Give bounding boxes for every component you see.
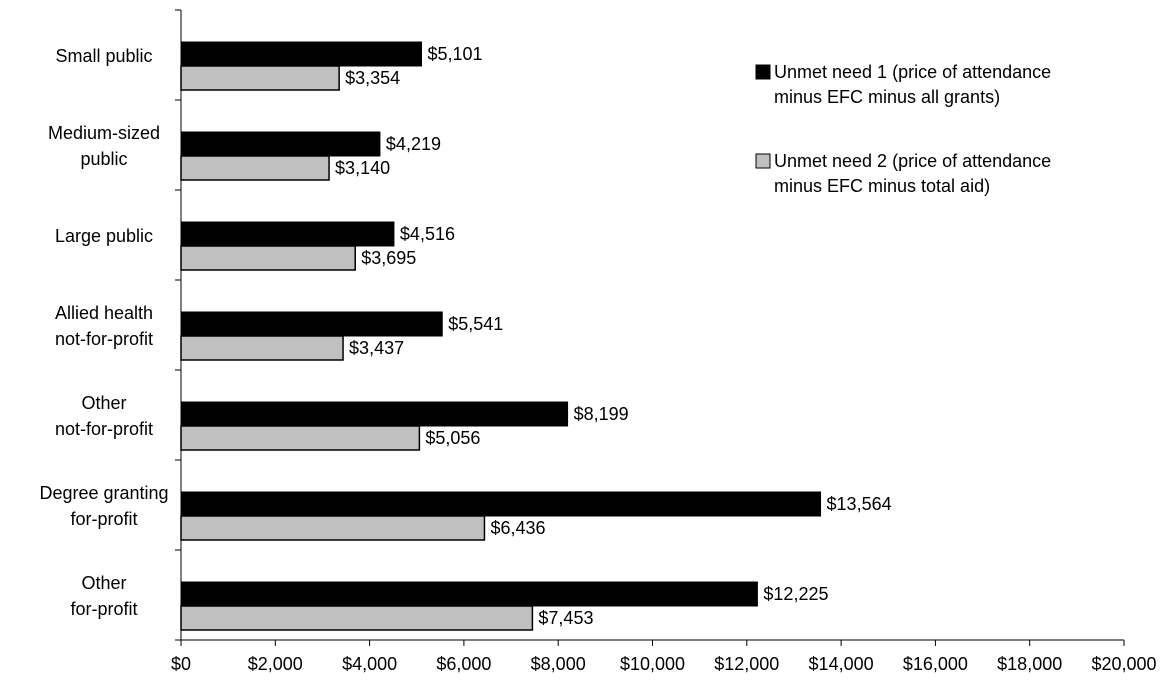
x-tick-label: $14,000 <box>809 654 874 674</box>
bar-unmet-need-1 <box>180 401 569 427</box>
x-tick-label: $20,000 <box>1091 654 1156 674</box>
x-tick-label: $6,000 <box>436 654 491 674</box>
bar-unmet-need-2 <box>180 605 534 631</box>
legend-label-unmet-need-2: minus EFC minus total aid) <box>774 176 990 196</box>
data-label-unmet-need-2: $7,453 <box>538 608 593 628</box>
legend-swatch-unmet-need-1 <box>755 64 771 80</box>
category-label: for-profit <box>70 509 137 529</box>
category-label: not-for-profit <box>55 419 153 439</box>
legend-label-unmet-need-2: Unmet need 2 (price of attendance <box>774 151 1051 171</box>
bar-unmet-need-2 <box>180 515 486 541</box>
bars-group <box>180 41 822 631</box>
legend-label-unmet-need-1: minus EFC minus all grants) <box>774 87 1000 107</box>
category-label: Degree granting <box>39 483 168 503</box>
data-label-unmet-need-1: $8,199 <box>574 404 629 424</box>
category-labels-group: Small public Medium-sized public Large publ… <box>39 46 168 619</box>
data-label-unmet-need-2: $3,354 <box>345 68 400 88</box>
x-tick-label: $2,000 <box>248 654 303 674</box>
bar-unmet-need-1 <box>180 581 758 607</box>
bar-unmet-need-2 <box>180 335 344 361</box>
category-label: for-profit <box>70 599 137 619</box>
bar-unmet-need-1 <box>180 41 423 67</box>
bar-unmet-need-1 <box>180 221 395 247</box>
bar-unmet-need-1 <box>180 491 822 517</box>
category-label: Large public <box>55 226 153 246</box>
category-label: public <box>80 149 127 169</box>
data-label-unmet-need-1: $5,541 <box>448 314 503 334</box>
x-tick-label: $12,000 <box>714 654 779 674</box>
data-label-unmet-need-1: $5,101 <box>428 44 483 64</box>
data-label-unmet-need-2: $3,140 <box>335 158 390 178</box>
category-label: Other <box>81 393 126 413</box>
data-label-unmet-need-2: $3,437 <box>349 338 404 358</box>
x-tick-label: $10,000 <box>620 654 685 674</box>
data-label-unmet-need-1: $12,225 <box>763 584 828 604</box>
category-label: Medium-sized <box>48 123 160 143</box>
data-label-unmet-need-2: $6,436 <box>490 518 545 538</box>
bar-unmet-need-2 <box>180 245 356 271</box>
axes-group: $0 $2,000 $4,000 $6,000 $8,000 $10,000 $12,000… <box>171 9 1157 674</box>
legend-label-unmet-need-1: Unmet need 1 (price of attendance <box>774 62 1051 82</box>
x-tick-label: $0 <box>171 654 191 674</box>
category-label: Other <box>81 573 126 593</box>
x-tick-label: $18,000 <box>997 654 1062 674</box>
data-label-unmet-need-1: $4,516 <box>400 224 455 244</box>
bar-unmet-need-2 <box>180 155 330 181</box>
category-label: not-for-profit <box>55 329 153 349</box>
data-label-unmet-need-1: $13,564 <box>827 494 892 514</box>
data-labels-group: $5,101 $3,354 $4,219 $3,140 $4,516 $3,695 $5,5… <box>335 44 892 628</box>
category-label: Small public <box>55 46 152 66</box>
legend-swatch-unmet-need-2 <box>755 153 771 169</box>
category-label: Allied health <box>55 303 153 323</box>
bar-unmet-need-2 <box>180 65 340 91</box>
bar-unmet-need-1 <box>180 311 443 337</box>
bar-unmet-need-1 <box>180 131 381 157</box>
data-label-unmet-need-2: $5,056 <box>425 428 480 448</box>
x-tick-label: $16,000 <box>903 654 968 674</box>
x-tick-label: $4,000 <box>342 654 397 674</box>
x-tick-label: $8,000 <box>531 654 586 674</box>
legend: Unmet need 1 (price of attendance minus E… <box>755 62 1051 196</box>
data-label-unmet-need-2: $3,695 <box>361 248 416 268</box>
bar-unmet-need-2 <box>180 425 421 451</box>
data-label-unmet-need-1: $4,219 <box>386 134 441 154</box>
